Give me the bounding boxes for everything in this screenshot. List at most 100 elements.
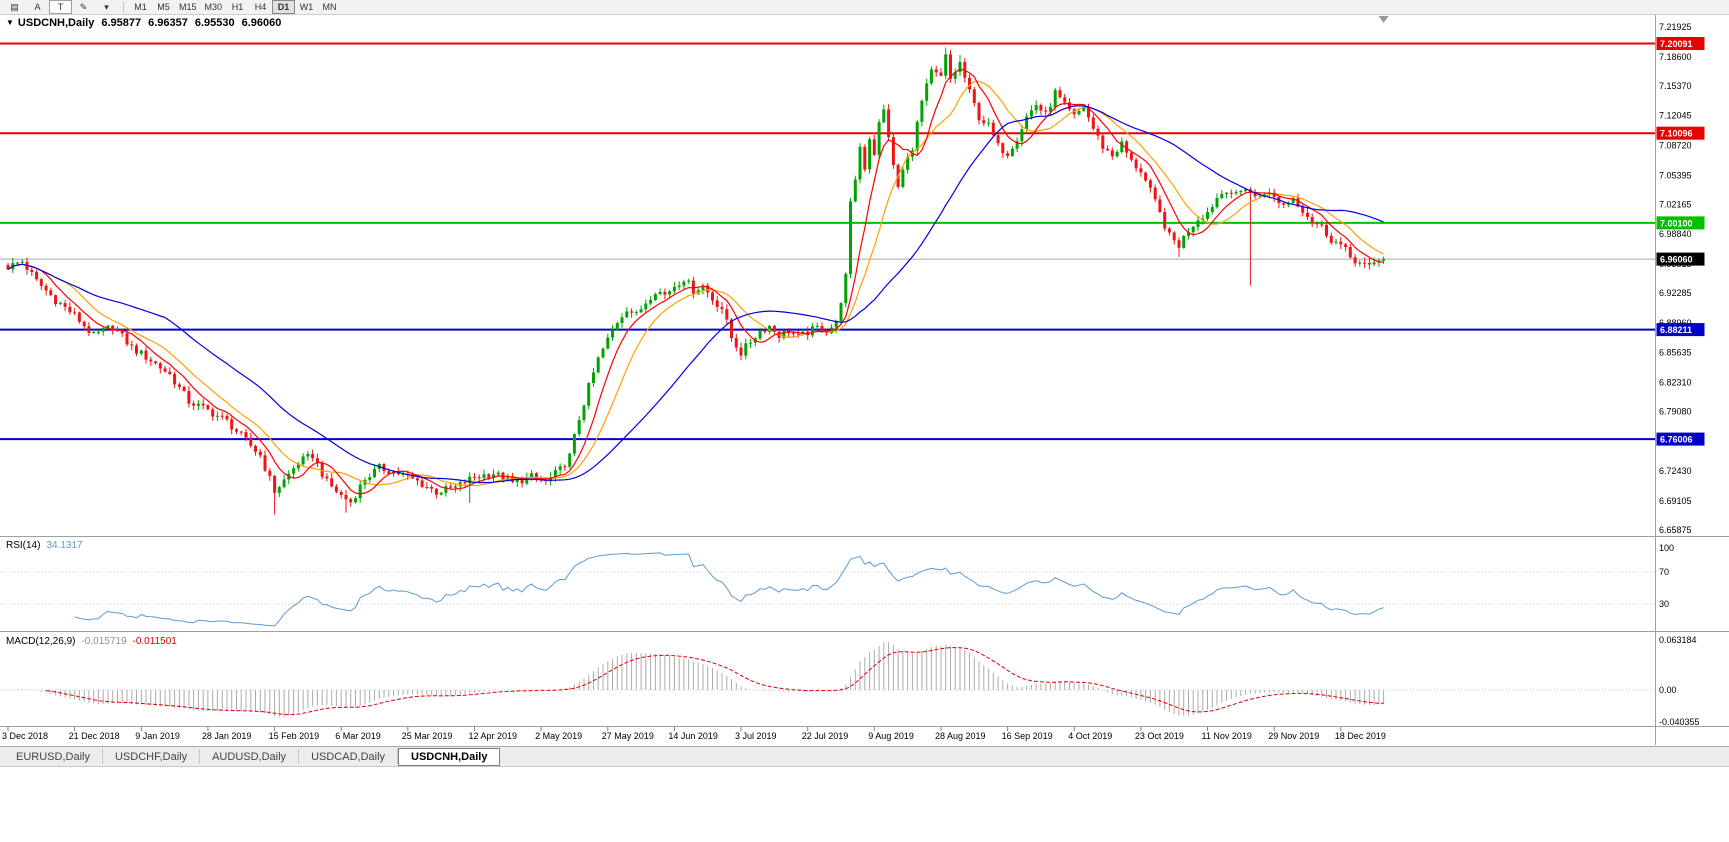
svg-text:15 Feb 2019: 15 Feb 2019 <box>269 731 320 741</box>
svg-text:6.72430: 6.72430 <box>1659 466 1692 476</box>
chart-tab-usdcad[interactable]: USDCAD,Daily <box>299 749 399 764</box>
svg-text:6.85635: 6.85635 <box>1659 348 1692 358</box>
svg-text:7.10096: 7.10096 <box>1660 129 1693 139</box>
toolbar-tools-group: ▤ A T ✎ ▾ <box>3 0 118 14</box>
svg-text:70: 70 <box>1659 567 1669 577</box>
svg-text:12 Apr 2019: 12 Apr 2019 <box>469 731 518 741</box>
svg-text:7.18600: 7.18600 <box>1659 52 1692 62</box>
timeframe-mn-button[interactable]: MN <box>322 2 337 12</box>
macd-label: MACD(12,26,9) <box>6 636 76 647</box>
chart-canvas[interactable]: 7.21925 7.18600 7.15370 7.12045 7.08720 7.053… <box>0 0 1729 746</box>
svg-text:6.88960: 6.88960 <box>1659 318 1692 328</box>
svg-text:9 Aug 2019: 9 Aug 2019 <box>868 731 914 741</box>
svg-text:27 May 2019: 27 May 2019 <box>602 731 654 741</box>
macd-main-value: -0.015719 <box>81 636 127 647</box>
chart-tab-audusd[interactable]: AUDUSD,Daily <box>200 749 300 764</box>
svg-text:3 Dec 2018: 3 Dec 2018 <box>2 731 48 741</box>
svg-text:0.063184: 0.063184 <box>1659 635 1697 645</box>
symbol-dropdown-icon[interactable]: ▼ <box>6 18 14 27</box>
svg-text:6.65875: 6.65875 <box>1659 525 1692 535</box>
macd-indicator-label: MACD(12,26,9) -0.015719 -0.011501 <box>6 636 177 647</box>
macd-signal-line <box>46 647 1384 716</box>
ohlc-high-value: 6.96357 <box>148 17 188 29</box>
svg-text:6.79080: 6.79080 <box>1659 407 1692 417</box>
rsi-panel: 100 70 30 <box>0 543 1674 627</box>
rsi-line <box>74 552 1384 627</box>
draw-tool-dropdown-icon[interactable]: ▾ <box>104 2 109 12</box>
svg-text:6.76006: 6.76006 <box>1660 435 1693 445</box>
timeframe-m15-button[interactable]: M15 <box>179 2 197 12</box>
date-axis: 3 Dec 2018 21 Dec 2018 9 Jan 2019 28 Jan 20… <box>2 727 1386 741</box>
timeframe-h1-button[interactable]: H1 <box>231 2 244 12</box>
chart-ohlc-title: ▼ USDCNH,Daily 6.95877 6.96357 6.95530 6.9606… <box>6 17 281 29</box>
svg-text:7.02165: 7.02165 <box>1659 199 1692 209</box>
macd-signal-value: -0.011501 <box>132 636 177 647</box>
chart-tab-usdcnh[interactable]: USDCNH,Daily <box>398 747 501 766</box>
svg-text:7.05395: 7.05395 <box>1659 170 1692 180</box>
svg-text:28 Aug 2019: 28 Aug 2019 <box>935 731 986 741</box>
ohlc-close-value: 6.96060 <box>241 17 282 29</box>
macd-histogram <box>17 642 1385 717</box>
rsi-label: RSI(14) <box>6 540 41 551</box>
svg-text:25 Mar 2019: 25 Mar 2019 <box>402 731 453 741</box>
price-scale-level-boxes: 7.20091 7.10096 7.00100 6.96060 6.88211 6.760… <box>1656 37 1705 446</box>
top-toolbar: ▤ A T ✎ ▾ M1 M5 M15 M30 H1 H4 D1 W1 MN <box>0 0 1729 15</box>
svg-text:6.82310: 6.82310 <box>1659 378 1692 388</box>
svg-text:18 Dec 2019: 18 Dec 2019 <box>1335 731 1386 741</box>
timeframe-d1-button[interactable]: D1 <box>272 0 296 14</box>
rsi-value: 34.1317 <box>46 540 83 551</box>
svg-text:7.21925: 7.21925 <box>1659 22 1692 32</box>
svg-text:7.00100: 7.00100 <box>1660 218 1693 228</box>
svg-text:22 Jul 2019: 22 Jul 2019 <box>802 731 849 741</box>
svg-text:3 Jul 2019: 3 Jul 2019 <box>735 731 777 741</box>
annotations-button[interactable]: A <box>34 2 41 12</box>
svg-text:4 Oct 2019: 4 Oct 2019 <box>1068 731 1112 741</box>
ohlc-open-value: 6.95877 <box>101 17 142 29</box>
symbol-label: USDCNH,Daily <box>17 17 95 29</box>
svg-text:14 Jun 2019: 14 Jun 2019 <box>668 731 718 741</box>
chart-tab-usdchf[interactable]: USDCHF,Daily <box>103 749 201 764</box>
rsi-indicator-label: RSI(14) 34.1317 <box>6 540 83 551</box>
svg-text:23 Oct 2019: 23 Oct 2019 <box>1135 731 1184 741</box>
price-axis-labels: 7.21925 7.18600 7.15370 7.12045 7.08720 7.053… <box>1659 22 1692 535</box>
chart-shift-marker-icon <box>1378 16 1389 23</box>
timeframe-w1-button[interactable]: W1 <box>299 2 314 12</box>
chart-bars-icon[interactable]: ▤ <box>10 2 19 12</box>
svg-text:100: 100 <box>1659 543 1674 553</box>
svg-text:6.69105: 6.69105 <box>1659 496 1692 506</box>
ma-fast-red <box>7 68 1384 495</box>
svg-text:7.08720: 7.08720 <box>1659 141 1692 151</box>
svg-text:11 Nov 2019: 11 Nov 2019 <box>1202 731 1252 741</box>
panel-separators <box>0 14 1729 745</box>
ma-slow-blue <box>7 105 1384 484</box>
ma-medium-orange <box>7 80 1384 487</box>
timeframe-buttons-group: M1 M5 M15 M30 H1 H4 D1 W1 MN <box>129 0 341 14</box>
ohlc-low-value: 6.95530 <box>194 17 235 29</box>
chart-tab-eurusd[interactable]: EURUSD,Daily <box>4 749 103 764</box>
svg-text:6.98840: 6.98840 <box>1659 229 1692 239</box>
svg-text:-0.040355: -0.040355 <box>1659 717 1700 727</box>
svg-text:29 Nov 2019: 29 Nov 2019 <box>1268 731 1319 741</box>
svg-text:9 Jan 2019: 9 Jan 2019 <box>135 731 180 741</box>
draw-tool-button[interactable]: ✎ <box>79 2 88 12</box>
svg-text:7.12045: 7.12045 <box>1659 111 1692 121</box>
timeframe-m5-button[interactable]: M5 <box>157 2 170 12</box>
chart-tabs-bar: EURUSD,Daily USDCHF,Daily AUDUSD,Daily USDC… <box>0 746 1729 767</box>
svg-text:6.92285: 6.92285 <box>1659 288 1692 298</box>
timeframe-h4-button[interactable]: H4 <box>254 2 267 12</box>
timeframe-m1-button[interactable]: M1 <box>134 2 147 12</box>
toolbar-separator <box>123 1 124 13</box>
svg-text:28 Jan 2019: 28 Jan 2019 <box>202 731 252 741</box>
svg-text:21 Dec 2018: 21 Dec 2018 <box>69 731 120 741</box>
text-tool-button[interactable]: T <box>49 0 72 14</box>
timeframe-m30-button[interactable]: M30 <box>204 2 223 12</box>
svg-text:6 Mar 2019: 6 Mar 2019 <box>335 731 381 741</box>
svg-text:16 Sep 2019: 16 Sep 2019 <box>1002 731 1053 741</box>
svg-text:2 May 2019: 2 May 2019 <box>535 731 582 741</box>
svg-text:6.96060: 6.96060 <box>1660 255 1693 265</box>
svg-text:7.15370: 7.15370 <box>1659 81 1692 91</box>
svg-text:7.20091: 7.20091 <box>1660 39 1693 49</box>
svg-text:6.88211: 6.88211 <box>1660 325 1692 335</box>
svg-text:30: 30 <box>1659 599 1669 609</box>
